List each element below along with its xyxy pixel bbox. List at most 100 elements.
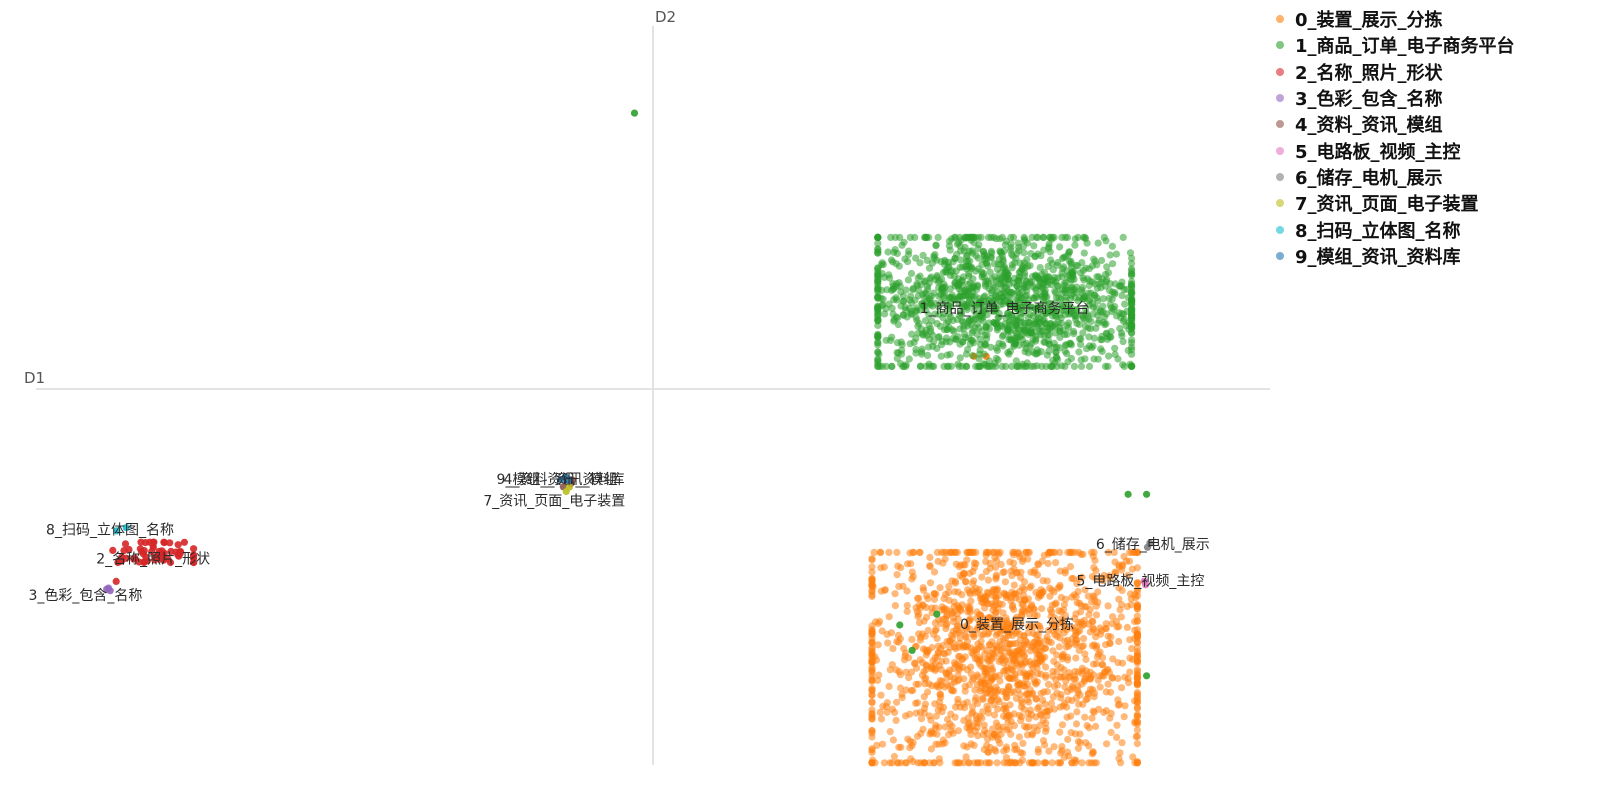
- point-1-917: [1051, 299, 1059, 307]
- point-0-700: [921, 680, 929, 688]
- point-1-1052: [1072, 312, 1080, 320]
- legend-item-6[interactable]: 6_储存_电机_展示: [1276, 164, 1515, 190]
- point-1-1240: [876, 362, 884, 370]
- point-0-1130: [901, 759, 910, 767]
- legend-item-8[interactable]: 8_扫码_立体图_名称: [1276, 216, 1515, 242]
- point-1-1027: [907, 299, 916, 307]
- point-0-945: [1114, 696, 1122, 704]
- point-0-1211: [923, 592, 931, 600]
- point-1-o6: [1143, 672, 1151, 680]
- point-0-1215: [1072, 641, 1080, 649]
- point-0-672: [981, 650, 989, 658]
- point-0-1509: [1029, 642, 1037, 650]
- legend-item-7[interactable]: 7_资讯_页面_电子装置: [1276, 190, 1515, 216]
- point-1-1189: [947, 362, 955, 370]
- point-0-670: [969, 579, 977, 588]
- point-0-299: [1074, 744, 1082, 752]
- point-1-1344: [964, 287, 972, 295]
- point-0-428: [1118, 566, 1126, 574]
- point-1-1275: [913, 307, 921, 315]
- point-0-1333: [1024, 548, 1032, 557]
- point-1-674: [1034, 233, 1042, 241]
- point-1-1019: [1011, 259, 1019, 267]
- point-1-1361: [929, 342, 937, 350]
- point-0-1358: [906, 710, 914, 718]
- point-0-1519: [1007, 689, 1015, 697]
- point-0-1468: [1100, 668, 1108, 677]
- point-1-1249: [1111, 344, 1119, 352]
- point-0-1511: [1042, 719, 1050, 727]
- point-0-1596: [1033, 654, 1041, 663]
- point-0-1037: [956, 662, 964, 670]
- point-1-777: [888, 304, 896, 312]
- point-1-1126: [1017, 309, 1025, 318]
- point-2-o0: [112, 577, 120, 586]
- point-0-1042: [951, 579, 960, 587]
- legend-label: 0_装置_展示_分拣: [1295, 10, 1443, 32]
- point-0-274: [924, 626, 932, 635]
- point-1-1332: [1114, 355, 1122, 363]
- point-0-984: [900, 656, 909, 664]
- point-1-1131: [1098, 256, 1106, 265]
- point-1-350: [1094, 239, 1102, 247]
- point-0-1526: [1104, 548, 1112, 557]
- point-1-1004: [1116, 282, 1124, 290]
- point-1-1394: [992, 304, 1000, 313]
- point-0-593: [967, 597, 975, 605]
- point-0-1470: [1089, 625, 1097, 634]
- point-0-1332: [943, 611, 951, 619]
- point-1-1210: [895, 262, 903, 270]
- point-0-826: [909, 686, 917, 695]
- point-0-546: [935, 723, 943, 731]
- point-0-964: [1034, 705, 1042, 713]
- point-1-1069: [1069, 289, 1077, 298]
- point-0-1041: [942, 657, 950, 665]
- point-1-1396: [979, 313, 987, 321]
- point-1-799: [1108, 242, 1116, 250]
- point-0-1507: [990, 652, 998, 661]
- point-1-675: [1106, 251, 1114, 259]
- point-0-811: [1023, 638, 1031, 646]
- legend-item-9[interactable]: 9_模组_资讯_资料库: [1276, 243, 1515, 269]
- point-1-1212: [1018, 294, 1026, 302]
- point-0-440: [1072, 720, 1081, 728]
- point-0-1411: [1030, 569, 1038, 577]
- legend-item-5[interactable]: 5_电路板_视频_主控: [1276, 137, 1515, 163]
- point-1-1349: [893, 354, 901, 362]
- point-0-674: [993, 548, 1002, 557]
- point-1-1152: [1080, 295, 1088, 303]
- point-0-1523: [886, 759, 894, 767]
- point-1-1205: [888, 333, 896, 341]
- cluster-label-8: 8_扫码_立体图_名称: [46, 523, 174, 539]
- point-1-1007: [893, 339, 902, 347]
- point-2-8: [174, 541, 182, 549]
- point-0-1353: [883, 708, 891, 716]
- point-0-823: [1089, 707, 1097, 715]
- point-1-482: [1105, 352, 1113, 360]
- point-0-1200: [883, 699, 891, 707]
- point-0-480: [1078, 759, 1086, 767]
- point-1-1045: [929, 331, 937, 339]
- point-1-1375: [963, 265, 971, 273]
- point-1-1138: [904, 258, 912, 266]
- point-0-1590: [958, 627, 966, 635]
- point-1-173: [1080, 249, 1088, 257]
- point-1-888: [961, 333, 969, 342]
- point-1-1323: [1073, 283, 1081, 291]
- point-0-7: [908, 635, 916, 644]
- point-2-34: [130, 555, 138, 563]
- point-0-741: [1081, 586, 1089, 594]
- legend-item-3[interactable]: 3_色彩_包含_名称: [1276, 85, 1515, 111]
- point-0-1557: [1133, 548, 1141, 557]
- legend-item-2[interactable]: 2_名称_照片_形状: [1276, 59, 1515, 85]
- point-1-1341: [924, 351, 932, 359]
- point-1-890: [972, 362, 980, 370]
- point-0-1061: [893, 548, 901, 557]
- point-1-809: [1033, 362, 1041, 370]
- point-0-1483: [1015, 587, 1024, 596]
- point-0-1469: [983, 665, 991, 673]
- point-1-1158: [1025, 319, 1033, 327]
- legend-item-0[interactable]: 0_装置_展示_分拣: [1276, 6, 1515, 32]
- legend-item-4[interactable]: 4_资料_资讯_模组: [1276, 111, 1515, 137]
- legend-item-1[interactable]: 1_商品_订单_电子商务平台: [1276, 32, 1515, 58]
